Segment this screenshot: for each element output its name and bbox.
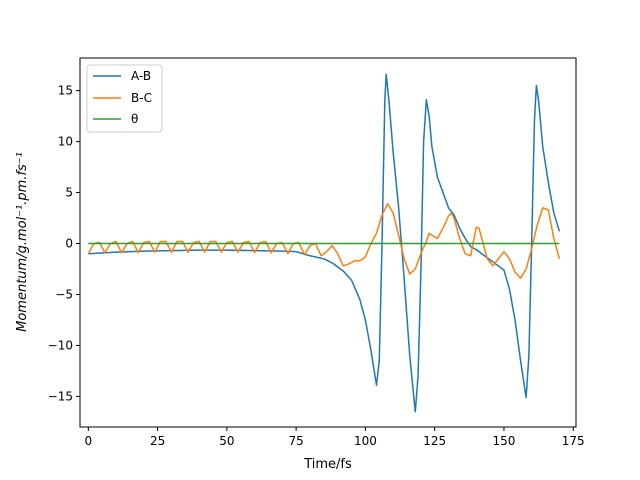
series-line-a-b [88, 73, 561, 413]
series-layer [87, 73, 561, 413]
legend-label-b-c: B-C [131, 91, 152, 105]
y-tick-label: −10 [48, 338, 73, 352]
y-tick-label: 0 [65, 237, 73, 251]
x-tick-label: 75 [288, 434, 303, 448]
y-axis-ticks: −15 −10 −5 0 5 10 15 [48, 84, 80, 403]
x-tick-label: 25 [150, 434, 165, 448]
x-tick-label: 125 [423, 434, 446, 448]
y-tick-label: −5 [55, 287, 73, 301]
x-tick-label: 0 [84, 434, 92, 448]
y-tick-label: −15 [48, 389, 73, 403]
x-tick-label: 100 [354, 434, 377, 448]
plot-frame [79, 57, 577, 428]
x-axis-ticks: 0 25 50 75 100 125 150 175 [84, 427, 585, 448]
y-axis-label: Momentum/g.mol⁻¹.pm.fs⁻¹ [15, 152, 30, 332]
series-line-b-c [87, 203, 561, 279]
y-tick-label: 5 [65, 186, 73, 200]
x-axis-label: Time/fs [303, 457, 352, 472]
legend-box [86, 64, 163, 133]
x-tick-label: 175 [562, 434, 585, 448]
legend-label-theta: θ [131, 112, 138, 126]
legend: A-B B-C θ [86, 64, 163, 133]
x-tick-label: 150 [493, 434, 516, 448]
legend-label-a-b: A-B [131, 69, 151, 83]
x-tick-label: 50 [219, 434, 234, 448]
y-tick-label: 10 [58, 135, 73, 149]
y-tick-label: 15 [58, 84, 73, 98]
